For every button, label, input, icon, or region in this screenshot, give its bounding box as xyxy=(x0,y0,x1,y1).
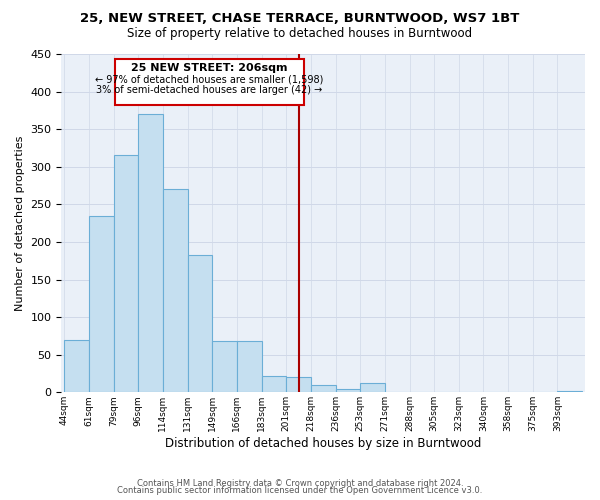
Bar xyxy=(89,216,113,392)
X-axis label: Distribution of detached houses by size in Burntwood: Distribution of detached houses by size … xyxy=(165,437,481,450)
Bar xyxy=(64,340,89,392)
Text: Contains HM Land Registry data © Crown copyright and database right 2024.: Contains HM Land Registry data © Crown c… xyxy=(137,478,463,488)
Bar xyxy=(212,341,237,392)
Text: Size of property relative to detached houses in Burntwood: Size of property relative to detached ho… xyxy=(127,28,473,40)
Bar xyxy=(286,378,311,392)
Y-axis label: Number of detached properties: Number of detached properties xyxy=(15,136,25,311)
Bar xyxy=(113,156,138,392)
Bar xyxy=(262,376,286,392)
Bar xyxy=(335,388,360,392)
Bar xyxy=(188,254,212,392)
Bar xyxy=(311,385,335,392)
Text: 25, NEW STREET, CHASE TERRACE, BURNTWOOD, WS7 1BT: 25, NEW STREET, CHASE TERRACE, BURNTWOOD… xyxy=(80,12,520,26)
Bar xyxy=(360,384,385,392)
Text: 3% of semi-detached houses are larger (42) →: 3% of semi-detached houses are larger (4… xyxy=(96,85,322,95)
Text: ← 97% of detached houses are smaller (1,598): ← 97% of detached houses are smaller (1,… xyxy=(95,74,323,85)
Text: 25 NEW STREET: 206sqm: 25 NEW STREET: 206sqm xyxy=(131,62,287,72)
Text: Contains public sector information licensed under the Open Government Licence v3: Contains public sector information licen… xyxy=(118,486,482,495)
Bar xyxy=(557,391,582,392)
Bar xyxy=(163,190,188,392)
FancyBboxPatch shape xyxy=(115,58,304,105)
Bar xyxy=(138,114,163,392)
Bar xyxy=(237,341,262,392)
